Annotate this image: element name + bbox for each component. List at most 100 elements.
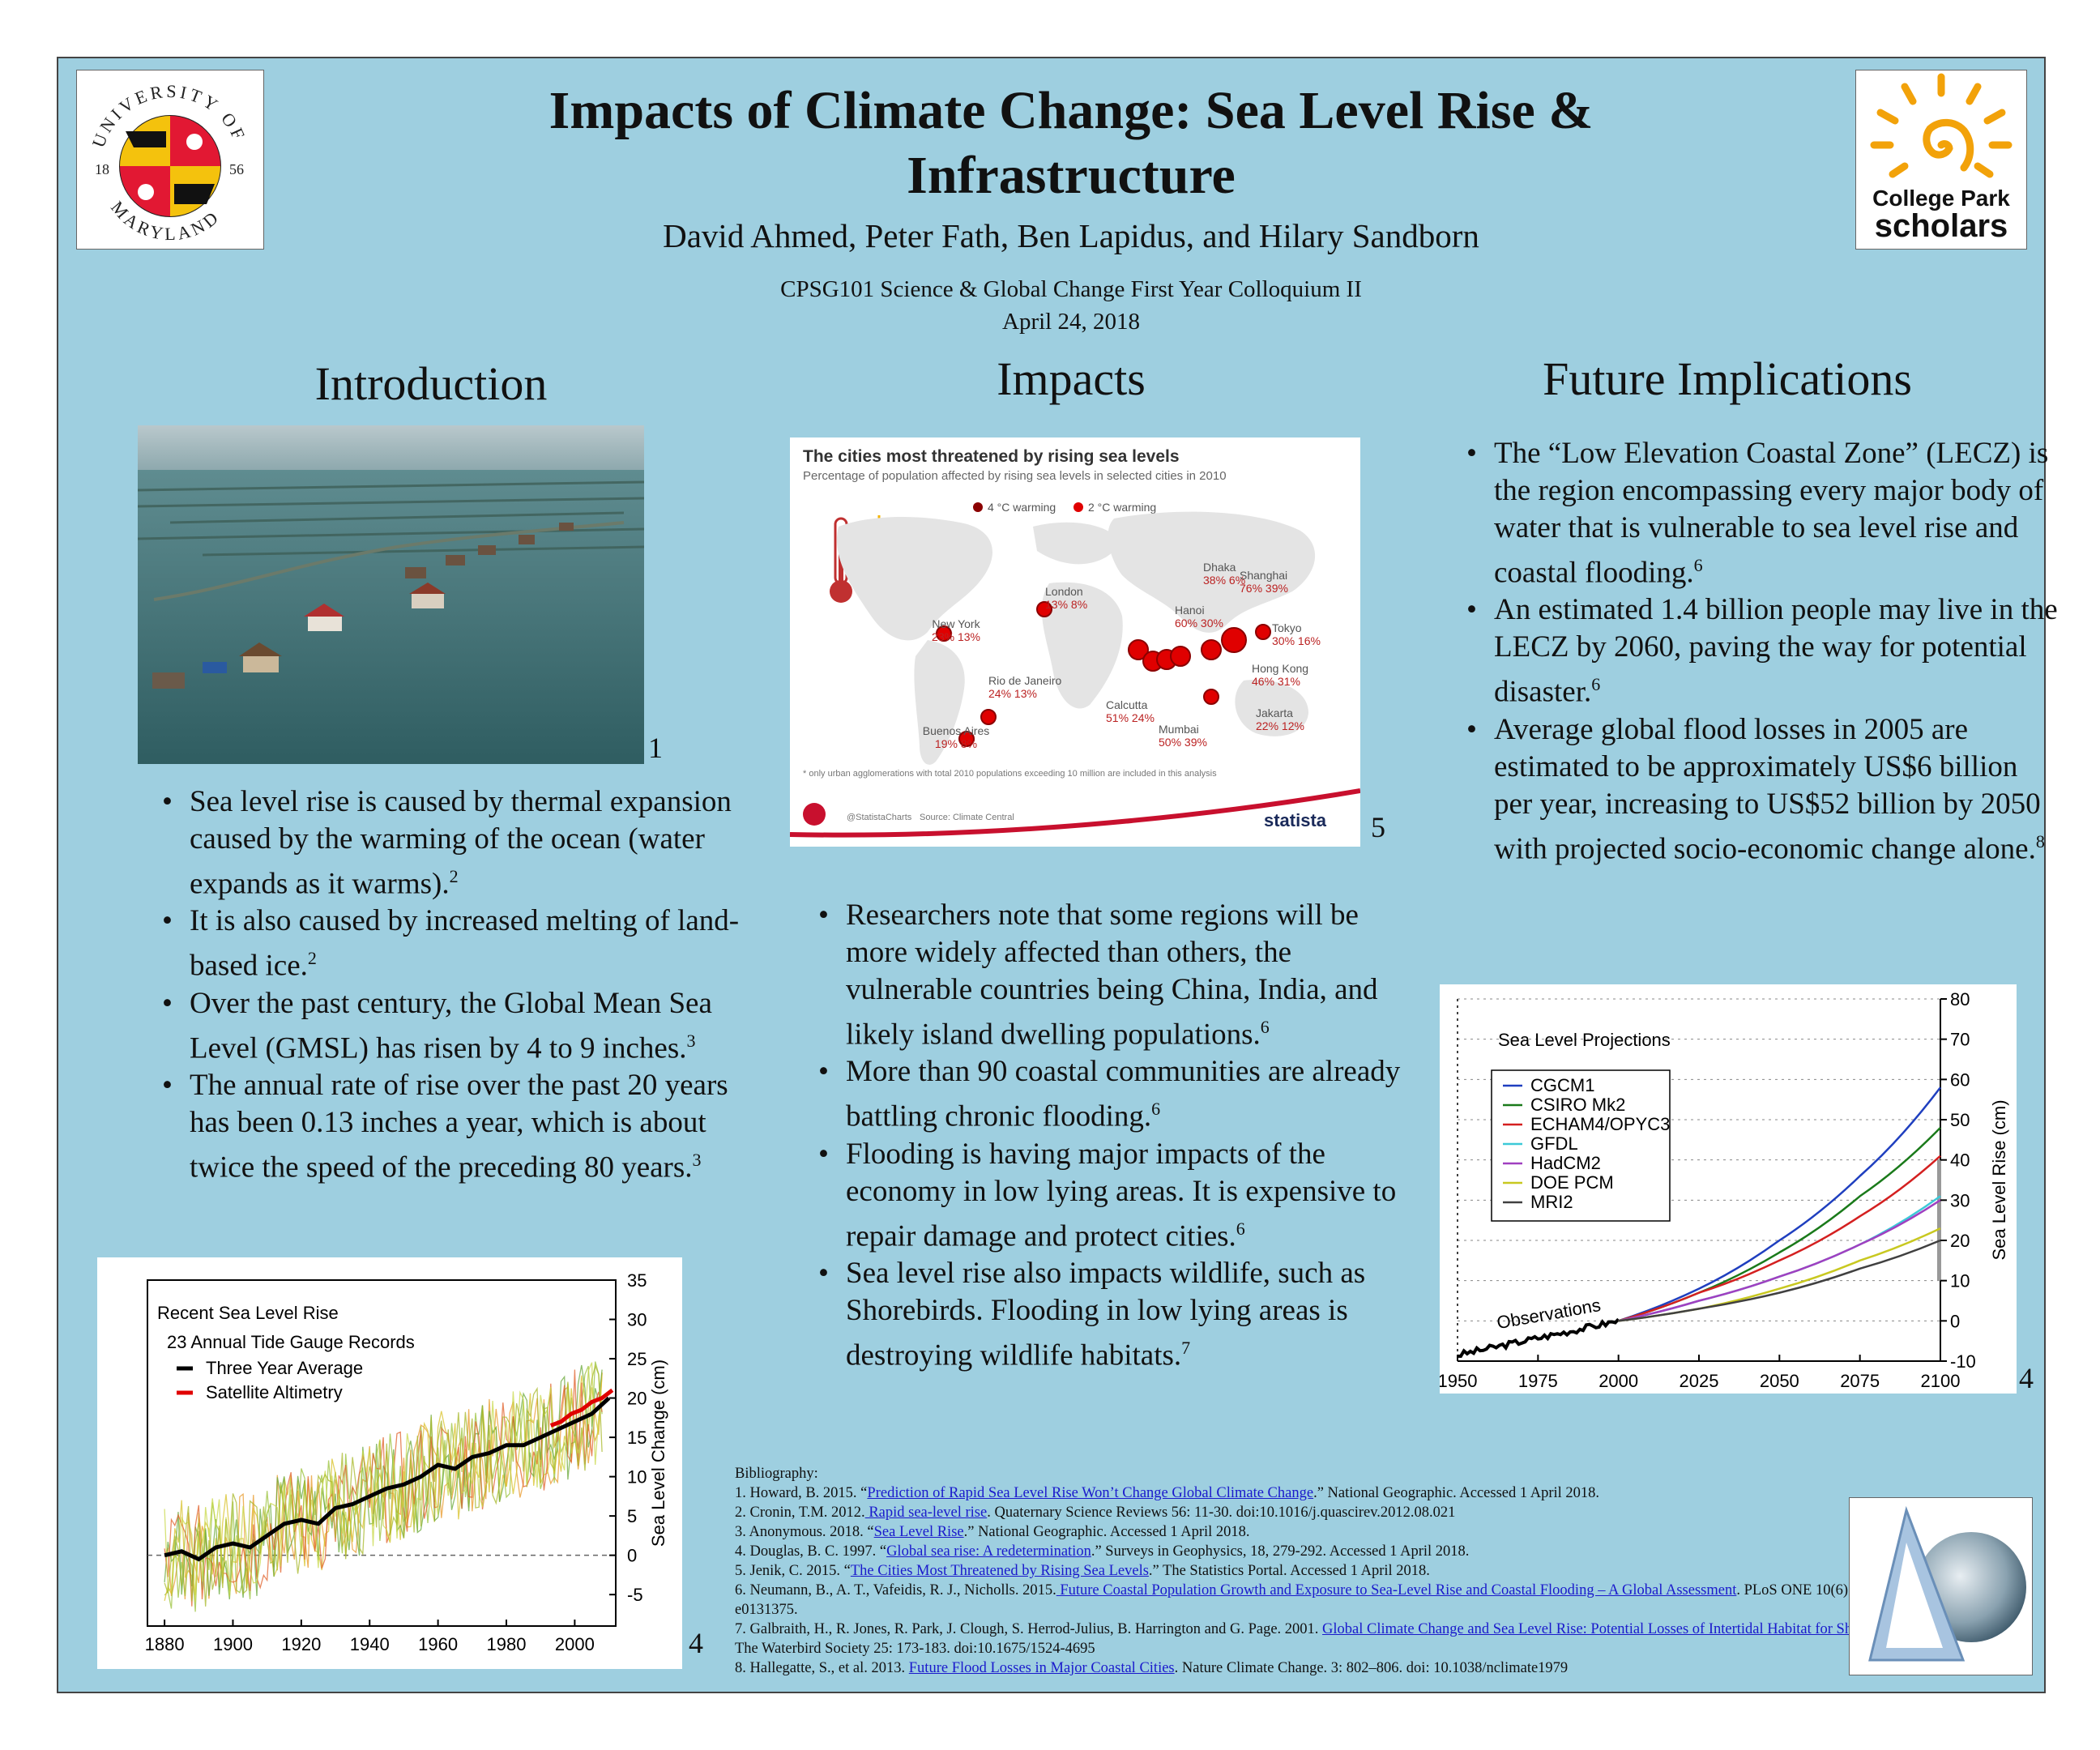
bibliography-link[interactable]: Global sea rise: A redetermination — [886, 1543, 1091, 1560]
future-heading: Future Implications — [1543, 352, 1912, 405]
photo-fignum: 1 — [648, 732, 663, 764]
city-name: Dhaka — [1203, 561, 1236, 574]
x-tick-label: 2025 — [1680, 1371, 1719, 1391]
y-tick-label: 40 — [1950, 1150, 1970, 1171]
map-source: Source: Climate Central — [920, 813, 1014, 822]
y-tick-label: 25 — [627, 1349, 647, 1369]
legend-2c-swatch — [1073, 502, 1083, 512]
course-info: CPSG101 Science & Global Change First Ye… — [382, 273, 1760, 338]
x-tick-label: 1960 — [418, 1634, 458, 1654]
statista-map-infographic: The cities most threatened by rising sea… — [789, 438, 1361, 847]
series-line — [164, 1396, 611, 1562]
city-percent: 50% 39% — [1159, 736, 1207, 749]
umd-seal-icon: UNIVERSITY OF MARYLAND 18 56 — [88, 81, 246, 244]
college-park-scholars-logo: College Park scholars — [1855, 70, 2027, 250]
bibliography-link[interactable]: Sea Level Rise — [873, 1524, 964, 1540]
legend-label: HadCM2 — [1530, 1153, 1601, 1173]
y-tick-label: 20 — [627, 1389, 647, 1409]
cps-line1: College Park — [1872, 186, 2010, 211]
impacts-heading: Impacts — [997, 352, 1146, 405]
future-bullets: The “Low Elevation Coastal Zone” (LECZ) … — [1460, 435, 2061, 868]
city-percent: 46% 31% — [1252, 675, 1300, 688]
city-marker — [1203, 689, 1219, 705]
cps-line2: scholars — [1874, 208, 2008, 244]
y-tick-label: 35 — [627, 1270, 647, 1291]
impacts-bullet: Sea level rise also impacts wildlife, su… — [818, 1255, 1413, 1374]
y-tick-label: 5 — [627, 1506, 637, 1526]
poster-title: Impacts of Climate Change: Sea Level Ris… — [382, 79, 1760, 208]
x-tick-label: 2000 — [1598, 1371, 1638, 1391]
range-bar — [1937, 1159, 1941, 1281]
x-tick-label: 2050 — [1760, 1371, 1799, 1391]
intro-bullet: Sea level rise is caused by thermal expa… — [162, 783, 749, 903]
city-percent: 13% 8% — [1045, 598, 1087, 611]
bibliography-link[interactable]: Global Climate Change and Sea Level Rise… — [1322, 1621, 1902, 1637]
y-tick-label: 30 — [1950, 1190, 1970, 1210]
x-tick-label: 1900 — [213, 1634, 253, 1654]
city-percent: 19% 8% — [935, 737, 977, 750]
city-name: Jakarta — [1256, 706, 1293, 719]
tide-gauge-record — [164, 1364, 603, 1607]
bibliography-entry: 4. Douglas, B. C. 1997. “Global sea rise… — [735, 1543, 1470, 1560]
tide-gauge-record — [164, 1361, 603, 1612]
city-marker — [1128, 639, 1149, 660]
recent-sea-level-svg: 1880 1900 1920 1940 1960 1980 2000 -5 0 5 10 15 20 25… — [145, 1270, 668, 1654]
bibliography-link[interactable]: Rapid sea-level rise — [864, 1505, 988, 1521]
legend-box — [1491, 1069, 1671, 1222]
legend-label: DOE PCM — [1530, 1172, 1614, 1193]
y-tick-label: 30 — [627, 1310, 647, 1330]
statista-logo-icon — [803, 803, 826, 826]
world-map-svg: The cities most threatened by rising sea… — [789, 447, 1361, 847]
x-tick-label: 2000 — [555, 1634, 595, 1654]
projection-line — [1618, 1227, 1941, 1322]
bibliography-link[interactable]: Future Flood Losses in Major Coastal Cit… — [908, 1660, 1175, 1676]
city-marker — [980, 709, 997, 725]
bibliography-link[interactable]: The Cities Most Threatened by Rising Sea… — [850, 1563, 1149, 1579]
intro-heading: Introduction — [314, 357, 548, 410]
city-percent: 24% 13% — [988, 687, 1037, 700]
delta-earth-icon — [1868, 1505, 2026, 1662]
bibliography-entry: 1. Howard, B. 2015. “Prediction of Rapid… — [735, 1485, 1600, 1501]
y-tick-label: 0 — [1950, 1311, 1960, 1331]
city-name: Tokyo — [1272, 621, 1302, 634]
bibliography-link[interactable]: Future Coastal Population Growth and Exp… — [1056, 1582, 1737, 1598]
bibliography-entry: 3. Anonymous. 2018. “Sea Level Rise.” Na… — [735, 1524, 1250, 1540]
intro-bullet: It is also caused by increased melting o… — [162, 903, 749, 984]
city-name: Rio de Janeiro — [988, 674, 1061, 687]
bibliography-entry: 7. Galbraith, H., R. Jones, R. Park, J. … — [735, 1621, 1905, 1657]
map-footnote: * only urban agglomerations with total 2… — [803, 769, 1217, 779]
city-marker — [1255, 624, 1271, 640]
x-tick-label: 1880 — [145, 1634, 185, 1654]
legend-label: MRI2 — [1530, 1192, 1573, 1212]
impacts-bullet: Flooding is having major impacts of the … — [818, 1136, 1413, 1255]
recent-sea-level-chart: 1880 1900 1920 1940 1960 1980 2000 -5 0 5 10 15 20 25… — [97, 1257, 682, 1669]
city-name: Shanghai — [1240, 569, 1287, 582]
impacts-bullets: Researchers note that some regions will … — [812, 897, 1413, 1374]
city-marker — [1036, 601, 1052, 617]
chart-title: Sea Level Projections — [1498, 1030, 1671, 1050]
chart1-fignum: 4 — [689, 1627, 703, 1659]
bibliography-entry: 6. Neumann, B., A. T., Vafeidis, R. J., … — [735, 1582, 1853, 1618]
chart2-fignum: 4 — [2019, 1362, 2034, 1394]
y-tick-label: 0 — [627, 1546, 637, 1566]
bibliography-link[interactable]: Prediction of Rapid Sea Level Rise Won’t… — [867, 1485, 1314, 1501]
sea-level-projections-svg: 1950 1975 2000 2025 2050 2075 2100-10 0 10 20 30 40… — [1438, 989, 2009, 1391]
legend-label: GFDL — [1530, 1133, 1578, 1154]
future-bullet: Average global flood losses in 2005 are … — [1466, 711, 2061, 868]
city-marker — [936, 625, 952, 642]
statista-brand: statista — [1264, 810, 1327, 830]
y-axis-label: Sea Level Rise (cm) — [1989, 1099, 2009, 1260]
city-name: New York — [932, 617, 980, 630]
x-tick-label: 2075 — [1840, 1371, 1880, 1391]
sun-spiral-icon — [1870, 73, 2012, 178]
umd-year-left: 18 — [95, 161, 109, 177]
city-percent: 38% 6% — [1203, 574, 1245, 587]
city-marker — [1170, 646, 1191, 667]
map-subtitle: Percentage of population affected by ris… — [803, 469, 1227, 483]
y-tick-label: 80 — [1950, 989, 1970, 1009]
impacts-bullet: Researchers note that some regions will … — [818, 897, 1413, 1053]
city-name: Mumbai — [1159, 723, 1199, 736]
intro-bullet: Over the past century, the Global Mean S… — [162, 985, 749, 1067]
projection-line — [1618, 1155, 1941, 1322]
intro-bullet: The annual rate of rise over the past 20… — [162, 1067, 749, 1186]
